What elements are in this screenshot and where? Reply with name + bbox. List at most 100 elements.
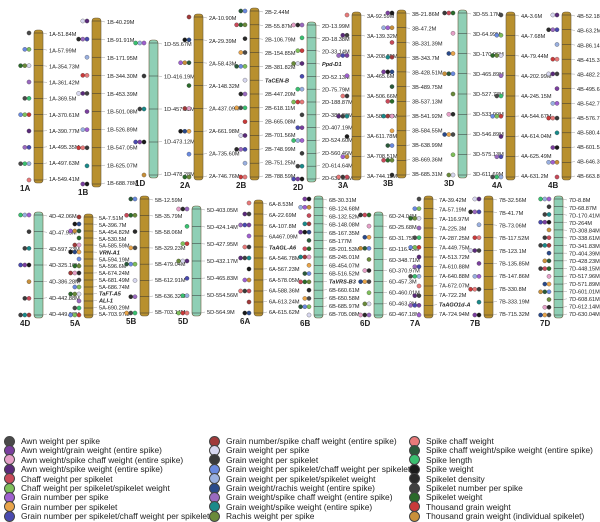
trait-dot — [73, 313, 77, 317]
marker-connector — [383, 303, 387, 304]
trait-dot — [181, 311, 185, 315]
marker-label: 6B-650.58M — [329, 296, 360, 302]
trait-dot — [85, 164, 89, 168]
chromosome-bar — [484, 196, 493, 318]
trait-dot — [413, 294, 417, 298]
trait-dot — [367, 313, 371, 317]
marker-connector — [563, 291, 567, 292]
marker-connector — [93, 293, 97, 294]
trait-dot — [85, 73, 89, 77]
marker-label: 1B-171.95M — [107, 56, 138, 62]
trait-dot — [77, 292, 81, 296]
marker-label: 1B-625.07M — [107, 163, 138, 169]
trait-dot — [367, 280, 371, 284]
chromosome-bar — [374, 212, 383, 318]
marker-label: 4A-631.2M — [521, 174, 549, 180]
trait-dot — [555, 87, 559, 91]
legend-label: Grain number per spikelet/chaff weight p… — [21, 511, 209, 521]
trait-dot — [337, 53, 341, 57]
trait-dot — [239, 9, 243, 13]
trait-dot — [543, 282, 547, 286]
trait-dot — [345, 53, 349, 57]
trait-dot — [129, 197, 133, 201]
chromosome-name: 7D — [540, 319, 550, 328]
trait-dot — [303, 205, 307, 209]
marker-label: 6B-167.35M — [329, 231, 360, 237]
trait-dot — [296, 138, 300, 142]
trait-dot — [243, 223, 247, 227]
trait-dot — [499, 94, 503, 98]
marker-label: 6B-660.61M — [329, 288, 360, 294]
trait-dot — [23, 96, 27, 100]
marker-label: 2A-29.39M — [209, 39, 237, 45]
marker-connector — [259, 11, 263, 12]
chromosome-name: 6A — [240, 317, 250, 326]
trait-dot — [239, 175, 243, 179]
trait-dot — [551, 101, 555, 105]
marker-connector — [515, 35, 519, 36]
marker-connector — [316, 153, 320, 154]
trait-dot — [499, 13, 503, 17]
trait-dot — [477, 197, 481, 201]
marker-label: 6B-177M — [329, 239, 352, 245]
trait-dot — [300, 151, 304, 155]
marker-connector — [203, 17, 207, 18]
marker-label: 5A-686.74M — [99, 285, 130, 291]
chromosome-7d: 7D7D-8.8M7D-68.87M7D-170.41M7D-264M7D-30… — [539, 196, 600, 328]
trait-dot — [367, 213, 371, 217]
trait-dot — [142, 41, 146, 45]
marker-connector — [433, 314, 437, 315]
trait-dot — [247, 212, 251, 216]
marker-label: 4A-245.15M — [521, 94, 552, 100]
marker-connector — [43, 147, 47, 148]
trait-dot — [547, 197, 551, 201]
trait-dot — [551, 145, 555, 149]
trait-dot — [447, 132, 451, 136]
marker-label: 7B-147.86M — [499, 274, 530, 280]
marker-connector — [158, 142, 162, 143]
marker-label: 2B-788.59M — [265, 174, 296, 180]
marker-label: 7D-517.96M — [569, 274, 600, 280]
trait-dot — [133, 262, 137, 266]
trait-dot — [345, 94, 349, 98]
trait-dot — [337, 114, 341, 118]
trait-dot — [555, 28, 559, 32]
marker-label: 3B-584.55M — [412, 129, 443, 135]
trait-dot — [243, 311, 247, 315]
marker-connector — [149, 296, 153, 297]
trait-dot — [129, 213, 133, 217]
trait-dot — [27, 64, 31, 68]
marker-connector — [149, 215, 153, 216]
marker-label: 2B-106.79M — [265, 38, 296, 44]
trait-dot — [413, 274, 417, 278]
trait-dot — [299, 255, 303, 259]
marker-label: 5B-35.79M — [155, 214, 183, 220]
marker-label: 7A-722.2M — [439, 293, 467, 299]
marker-label: 6D-467.18M — [389, 312, 420, 318]
marker-label: 3B-638.99M — [412, 143, 443, 149]
marker-label: 4D-42.06M — [49, 214, 77, 220]
trait-dot — [386, 114, 390, 118]
trait-dot — [539, 220, 543, 224]
marker-label: 6D-348.71M — [389, 258, 420, 264]
trait-dot — [547, 228, 551, 232]
trait-dot — [451, 31, 455, 35]
marker-label: 7A-640.88M — [439, 274, 470, 280]
trait-dot — [81, 37, 85, 41]
trait-dot — [142, 140, 146, 144]
marker-label: 2A-735.60M — [209, 152, 240, 158]
marker-connector — [158, 76, 162, 77]
marker-label: 1B-501.08M — [107, 110, 138, 116]
trait-dot — [73, 229, 77, 233]
marker-label: 1A-57.99M — [49, 48, 77, 54]
trait-dot — [547, 297, 551, 301]
trait-dot — [345, 13, 349, 17]
trait-dot — [495, 94, 499, 98]
trait-dot — [469, 210, 473, 214]
chromosome-bar — [562, 12, 571, 180]
trait-dot — [417, 245, 421, 249]
trait-dot — [341, 155, 345, 159]
marker-label: 4B-63.2M — [577, 29, 600, 35]
trait-dot — [179, 61, 183, 65]
marker-connector — [433, 286, 437, 287]
